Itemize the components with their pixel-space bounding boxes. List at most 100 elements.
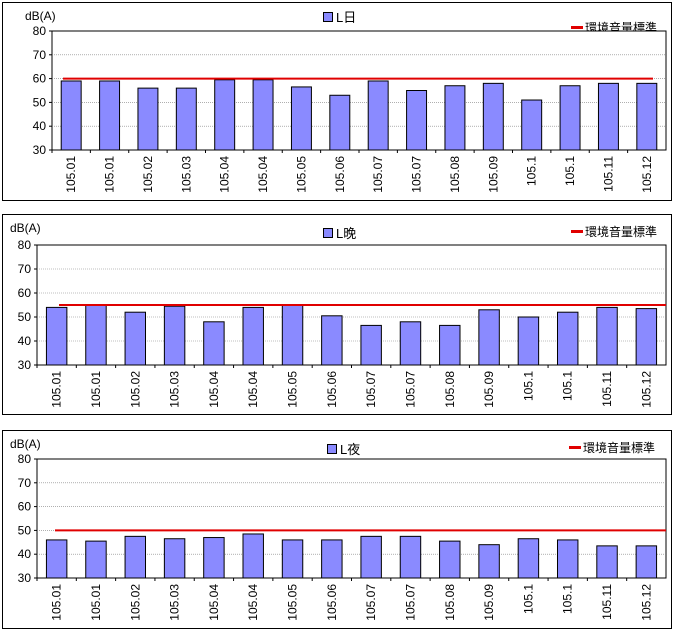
legend-standard-label: 環境音量標準 [583, 441, 656, 455]
y-tick-label: 60 [18, 286, 32, 300]
bar [517, 316, 540, 366]
y-tick-label: 40 [18, 547, 32, 561]
bar [439, 324, 461, 366]
x-tick-label: 105.05 [294, 156, 308, 193]
x-tick-label: 105.06 [325, 584, 339, 621]
x-tick-label: 105.09 [482, 584, 496, 621]
bar [635, 308, 658, 366]
bar [321, 315, 343, 366]
x-tick-label: 105.06 [333, 156, 347, 193]
bar [439, 540, 461, 579]
bar [597, 82, 619, 151]
bar [163, 305, 186, 366]
bar [290, 86, 312, 151]
bar [203, 537, 225, 579]
bar [214, 79, 236, 151]
bar [203, 321, 225, 366]
y-tick-label: 80 [18, 452, 32, 466]
x-tick-label: 105.07 [403, 584, 417, 621]
chart-panel-evening: dB(A) L晚 環境音量標準 30 40 50 60 70 80 105.01 105.01… [2, 214, 672, 415]
bar [399, 535, 422, 579]
bar [281, 539, 304, 579]
bar [521, 99, 543, 151]
chart-svg-evening: 30 40 50 60 70 80 105.01 105.01 105.02 105.03 105.… [18, 238, 667, 408]
x-tick-label: 105.05 [286, 584, 300, 621]
x-tick-label: 105.12 [639, 371, 653, 408]
y-axis-label: dB(A) [10, 437, 41, 451]
legend-standard-line [569, 446, 581, 449]
legend-swatch [323, 227, 333, 238]
chart-panel-day: dB(A) L日 環境音量標準 30 40 50 60 70 80 105.01 105.01… [2, 2, 672, 201]
x-tick-label: 105.08 [448, 156, 462, 193]
x-tick-label: 105.02 [128, 584, 142, 621]
bar [399, 321, 422, 366]
x-tick-label: 105.01 [50, 584, 64, 621]
legend-series-label: L日 [336, 10, 357, 25]
x-tick-label: 105.07 [364, 371, 378, 408]
bar [124, 311, 147, 366]
x-tick-label: 105.02 [141, 156, 155, 193]
y-tick-label: 70 [18, 476, 32, 490]
chart-svg-day: 30 40 50 60 70 80 105.01 105.01 105.02 105.03 105.… [33, 24, 667, 193]
bar [478, 544, 500, 579]
y-tick-label: 60 [18, 500, 32, 514]
bar [252, 79, 274, 151]
x-tick-label: 105.11 [600, 584, 614, 620]
bar [60, 80, 82, 151]
bar [137, 87, 159, 151]
bar [444, 85, 466, 151]
x-tick-label: 105.06 [325, 371, 339, 408]
legend-standard: 環境音量標準 [569, 439, 655, 456]
y-tick-label: 30 [33, 143, 47, 157]
legend-series-label: L晚 [336, 226, 357, 241]
chart-panel-night: dB(A) L夜 環境音量標準 30 40 50 60 70 80 105.01 105.01… [2, 430, 672, 629]
y-tick-label: 50 [18, 523, 32, 537]
y-tick-label: 80 [18, 238, 32, 252]
x-tick-label: 105.04 [246, 584, 260, 621]
bar [242, 306, 264, 366]
x-tick-label: 105.03 [168, 584, 182, 621]
x-tick-label: 105.1 [521, 371, 535, 401]
bar [636, 82, 658, 151]
bar [482, 82, 504, 151]
bar [242, 533, 264, 579]
y-tick-label: 70 [18, 262, 32, 276]
x-tick-label: 105.04 [207, 584, 221, 621]
bar [635, 545, 658, 579]
x-tick-label: 105.12 [639, 584, 653, 621]
legend-swatch [323, 11, 333, 22]
x-tick-label: 105.07 [403, 371, 417, 408]
x-tick-label: 105.01 [89, 584, 103, 621]
y-axis-label: dB(A) [25, 9, 56, 23]
x-tick-label: 105.07 [371, 156, 385, 193]
legend-series-label: L夜 [340, 442, 361, 457]
x-tick-label: 105.1 [561, 584, 575, 614]
y-tick-label: 70 [33, 48, 47, 62]
x-tick-label: 105.04 [207, 371, 221, 408]
bar [360, 535, 382, 579]
x-tick-label: 105.1 [561, 371, 575, 401]
bar [99, 80, 121, 151]
y-tick-label: 50 [18, 310, 32, 324]
legend-standard-line [571, 230, 583, 233]
bar [596, 306, 618, 366]
y-tick-label: 80 [33, 24, 47, 38]
bar [163, 538, 186, 579]
y-tick-label: 60 [33, 72, 47, 86]
x-tick-label: 105.01 [89, 371, 103, 408]
x-tick-label: 105.04 [218, 156, 232, 193]
x-tick-label: 105.01 [103, 156, 117, 193]
bar [517, 538, 540, 579]
bar [478, 309, 500, 366]
legend-swatch [327, 443, 337, 454]
x-tick-label: 105.1 [525, 156, 539, 186]
y-tick-label: 50 [33, 95, 47, 109]
x-tick-label: 105.03 [168, 371, 182, 408]
y-tick-label: 30 [18, 571, 32, 585]
x-tick-label: 105.04 [256, 156, 270, 193]
x-tick-label: 105.03 [179, 156, 193, 193]
legend-standard-line [571, 26, 583, 29]
x-tick-label: 105.01 [50, 371, 64, 408]
bar [360, 324, 382, 366]
x-tick-label: 105.02 [128, 371, 142, 408]
